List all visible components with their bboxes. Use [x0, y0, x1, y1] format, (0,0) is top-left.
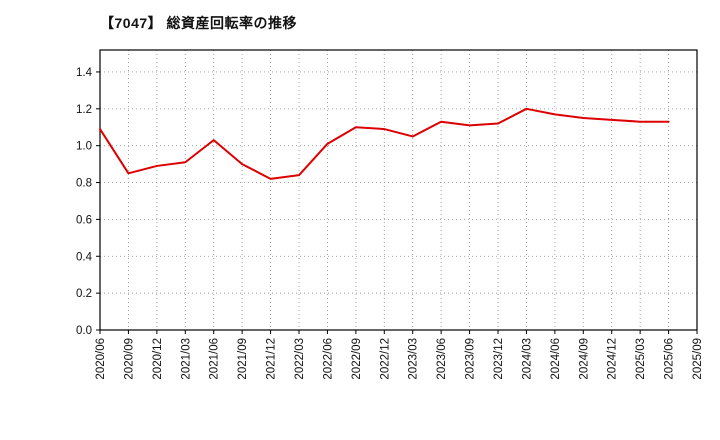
plot-frame [99, 49, 698, 331]
x-tick-label: 2023/12 [493, 338, 505, 380]
x-tick-label: 2021/12 [266, 338, 278, 380]
x-tick-label: 2020/06 [95, 338, 107, 380]
x-tick-label: 2025/09 [692, 338, 704, 380]
x-tick-label: 2020/09 [123, 338, 135, 380]
x-tick-label: 2021/06 [209, 338, 221, 380]
y-tick-label: 0.4 [76, 251, 93, 263]
x-tick-label: 2020/12 [152, 338, 164, 380]
x-tick-label: 2024/06 [550, 338, 562, 380]
x-tick-label: 2025/03 [635, 338, 647, 380]
x-tick-label: 2022/12 [379, 338, 391, 380]
series-line [99, 107, 670, 180]
y-tick-label: 1.4 [76, 67, 93, 79]
y-tick-label: 0.2 [76, 288, 92, 300]
x-tick-label: 2022/06 [322, 338, 334, 380]
x-tick-label: 2025/06 [664, 338, 676, 380]
x-tick-label: 2023/06 [436, 338, 448, 380]
x-tick-label: 2022/09 [351, 338, 363, 380]
x-tick-label: 2024/03 [521, 338, 533, 380]
x-tick-label: 2022/03 [294, 338, 306, 380]
x-tick-label: 2021/09 [237, 338, 249, 380]
y-tick-label: 0.0 [76, 325, 92, 337]
x-tick-label: 2024/09 [578, 338, 590, 380]
y-tick-label: 1.0 [76, 141, 92, 153]
y-tick-label: 0.8 [76, 178, 92, 190]
x-tick-label: 2023/09 [465, 338, 477, 380]
y-tick-label: 1.2 [76, 104, 92, 116]
x-tick-label: 2021/03 [180, 338, 192, 380]
y-tick-label: 0.6 [76, 214, 92, 226]
chart-title: 【7047】 総資産回転率の推移 [100, 15, 298, 31]
x-tick-label: 2024/12 [607, 338, 619, 380]
x-tick-label: 2023/03 [408, 338, 420, 380]
